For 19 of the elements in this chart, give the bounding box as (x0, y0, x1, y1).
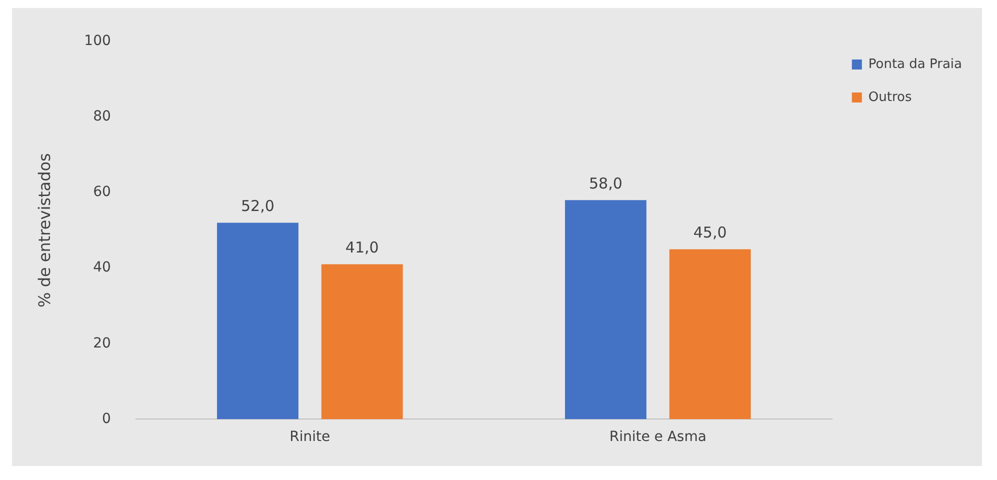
x-tick-label: Rinite (290, 429, 330, 446)
legend-label: Outros (868, 90, 912, 105)
bar (564, 200, 646, 420)
y-tick-label: 40 (93, 260, 111, 276)
bar (669, 249, 751, 420)
y-tick-label: 20 (93, 335, 111, 352)
y-axis-title: % de entrevistados (34, 153, 54, 308)
y-tick-label: 0 (102, 410, 111, 427)
y-tick-label: 60 (93, 184, 111, 200)
x-tick-label: Rinite e Asma (609, 429, 706, 446)
y-tick-label: 80 (93, 108, 111, 125)
data-label: 41,0 (345, 238, 379, 257)
legend-label: Ponta da Praia (868, 56, 962, 72)
y-tick-label: 100 (84, 33, 111, 50)
bar (321, 264, 403, 420)
data-label: 52,0 (241, 197, 274, 216)
data-label: 58,0 (588, 174, 622, 192)
bar (217, 222, 298, 420)
data-label: 45,0 (693, 224, 727, 242)
